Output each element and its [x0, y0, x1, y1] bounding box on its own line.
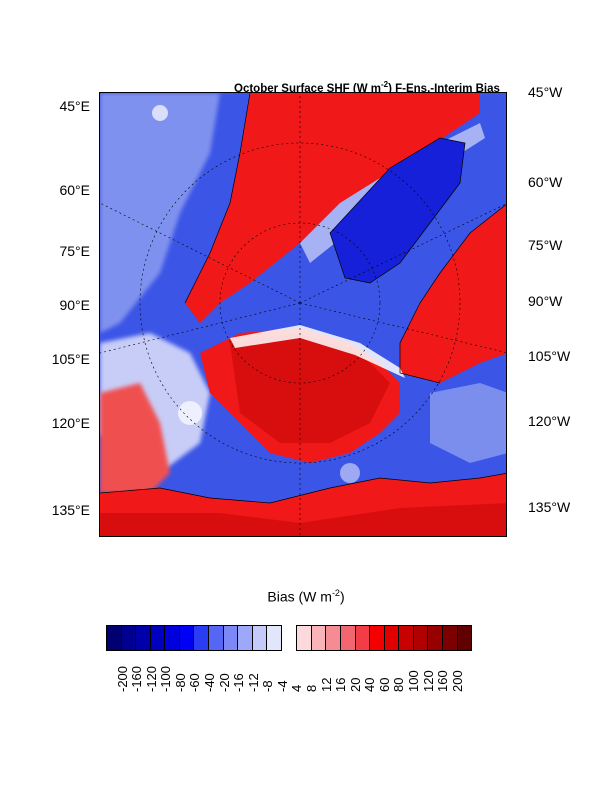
lon-label-left-3: 75°E	[59, 243, 90, 259]
colorbar-swatch	[310, 625, 327, 651]
colorbar-tick-label: 20	[347, 677, 363, 692]
colorbar-swatch	[149, 625, 166, 651]
colorbar-tick-label: -4	[274, 680, 290, 692]
colorbar-tick-label: -16	[231, 673, 247, 692]
colorbar-swatch	[296, 625, 312, 651]
colorbar-tick-label: 120	[420, 670, 436, 692]
colorbar-swatch	[325, 625, 341, 651]
colorbar-swatch	[441, 625, 458, 651]
colorbar-swatch	[120, 625, 137, 651]
colorbar-swatch	[193, 625, 209, 651]
colorbar-swatch	[281, 625, 297, 651]
lon-label-right-2: 60°W	[528, 174, 563, 190]
lon-label-left-2: 60°E	[59, 182, 90, 198]
colorbar-tick-label: -80	[172, 673, 188, 692]
colorbar-swatch	[106, 625, 122, 651]
colorbar-title: Bias (W m-2)	[267, 588, 345, 605]
lon-label-left-5: 105°E	[51, 351, 90, 367]
polar-map	[99, 92, 507, 537]
lon-label-right-3: 75°W	[528, 237, 563, 253]
colorbar-tick-label: -40	[201, 673, 217, 692]
colorbar-swatch	[237, 625, 253, 651]
lon-label-left-1: 45°E	[59, 98, 90, 114]
colorbar-swatch	[266, 625, 282, 651]
colorbar-tick-label: 16	[333, 677, 349, 692]
lon-label-left-6: 120°E	[51, 415, 90, 431]
colorbar-swatch	[456, 625, 473, 651]
lon-label-right-7: 135°W	[528, 499, 571, 515]
lon-label-right-6: 120°W	[528, 413, 571, 429]
colorbar-tick-label: -100	[158, 665, 174, 692]
colorbar-tick-label: 40	[362, 677, 378, 692]
lon-label-left-4: 90°E	[59, 297, 90, 313]
lon-label-right-4: 90°W	[528, 293, 563, 309]
colorbar-tick-label: -160	[129, 665, 145, 692]
colorbar-tick-label: 8	[303, 684, 319, 692]
colorbar-tick-label: 12	[318, 677, 334, 692]
lon-label-right-5: 105°W	[528, 348, 571, 364]
colorbar-swatch	[412, 625, 429, 651]
colorbar-swatch	[369, 625, 385, 651]
colorbar-tick-label: 60	[376, 677, 392, 692]
map-title: October Surface SHF (W m-2) F-Ens.-Inter…	[234, 80, 500, 95]
bias-field	[100, 93, 506, 536]
lon-label-left-7: 135°E	[51, 502, 90, 518]
colorbar-tick-label: -60	[187, 673, 203, 692]
colorbar-tick-label: -120	[143, 665, 159, 692]
colorbar-tick-label: 100	[405, 670, 421, 692]
colorbar-tick-label: 80	[391, 677, 407, 692]
colorbar-swatch	[340, 625, 356, 651]
colorbar-swatch	[354, 625, 371, 651]
colorbar-tick-label: 160	[435, 670, 451, 692]
colorbar-tick-label: 4	[289, 684, 305, 692]
colorbar-swatch	[383, 625, 400, 651]
lon-label-right-1: 45°W	[528, 84, 563, 100]
colorbar-tick-label: -200	[114, 665, 130, 692]
colorbar-tick-label: 200	[449, 670, 465, 692]
colorbar-swatch	[222, 625, 239, 651]
colorbar	[106, 625, 473, 651]
colorbar-swatch	[207, 625, 224, 651]
colorbar-swatch	[164, 625, 180, 651]
colorbar-swatch	[427, 625, 443, 651]
colorbar-swatch	[251, 625, 268, 651]
colorbar-swatch	[135, 625, 151, 651]
colorbar-tick-label: -12	[245, 673, 261, 692]
colorbar-swatch	[178, 625, 195, 651]
colorbar-tick-label: -20	[216, 673, 232, 692]
colorbar-tick-label: -8	[260, 680, 276, 692]
colorbar-swatch	[398, 625, 414, 651]
